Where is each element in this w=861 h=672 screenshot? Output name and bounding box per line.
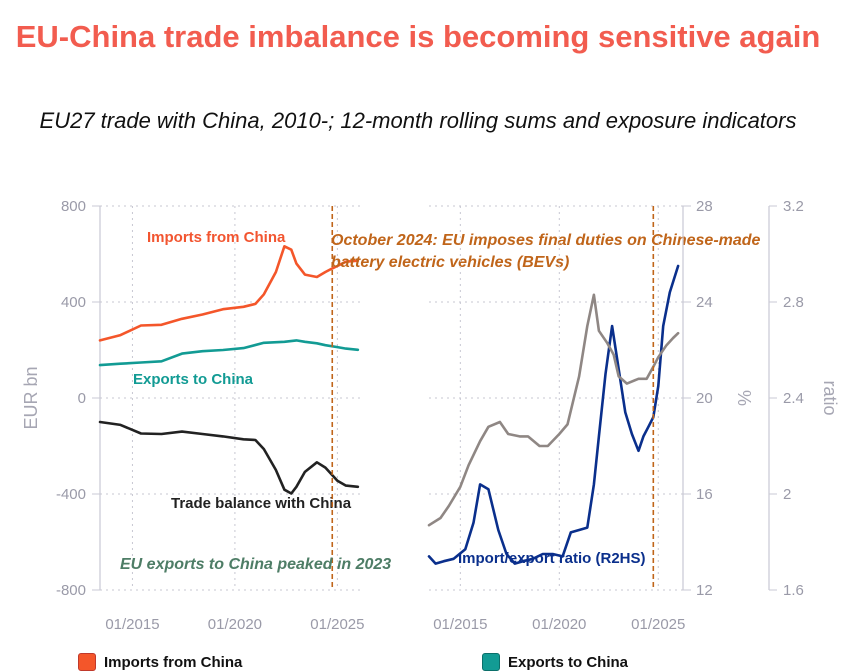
imports-line xyxy=(98,245,360,342)
y-right-tick-label: 1.6 xyxy=(783,582,804,599)
y-left-tick-label: 20 xyxy=(696,390,713,407)
x-tick-label: 01/2015 xyxy=(105,616,159,633)
y-left-tick-label: 12 xyxy=(696,582,713,599)
chart-title: EU-China trade imbalance is becoming sen… xyxy=(15,19,821,54)
y-left-tick-label: 28 xyxy=(696,198,713,215)
legend-swatch-exports xyxy=(482,653,500,671)
y-tick-label: -800 xyxy=(56,582,86,599)
y-tick-label: 800 xyxy=(61,198,86,215)
y-right-axis-title: ratio xyxy=(820,380,840,415)
ratio-line xyxy=(427,264,680,565)
peak-annotation: EU exports to China peaked in 2023 xyxy=(120,556,391,573)
x-tick-label: 01/2025 xyxy=(631,616,685,633)
y-right-tick-label: 2.4 xyxy=(783,390,804,407)
legend-item-exports[interactable]: Exports to China xyxy=(482,652,628,672)
exposure-line xyxy=(427,293,680,527)
y-tick-label: 400 xyxy=(61,294,86,311)
y-left-axis-title: % xyxy=(734,390,754,406)
exports-series-label: Exports to China xyxy=(133,371,254,388)
x-tick-label: 01/2020 xyxy=(532,616,586,633)
y-axis-title: EUR bn xyxy=(21,366,41,429)
imports-series-label: Imports from China xyxy=(147,229,286,246)
y-tick-label: 0 xyxy=(78,390,86,407)
event-annotation-line1: October 2024: EU imposes final duties on… xyxy=(331,232,761,249)
balance-series-label: Trade balance with China xyxy=(171,495,352,512)
x-tick-label: 01/2015 xyxy=(433,616,487,633)
y-left-tick-label: 24 xyxy=(696,294,713,311)
legend-swatch-imports xyxy=(78,653,96,671)
ratio-series-label: Import/export ratio (R2HS) xyxy=(458,550,646,567)
legend-label-imports: Imports from China xyxy=(104,653,243,671)
exports-line xyxy=(98,339,360,367)
y-right-tick-label: 2.8 xyxy=(783,294,804,311)
y-right-tick-label: 2 xyxy=(783,486,791,503)
legend-label-exports: Exports to China xyxy=(508,653,629,671)
event-annotation-line2: battery electric vehicles (BEVs) xyxy=(331,254,569,271)
y-left-tick-label: 16 xyxy=(696,486,713,503)
x-tick-label: 01/2020 xyxy=(208,616,262,633)
y-tick-label: -400 xyxy=(56,486,86,503)
balance-line xyxy=(98,420,360,495)
legend-item-imports[interactable]: Imports from China xyxy=(78,652,242,672)
y-right-tick-label: 3.2 xyxy=(783,198,804,215)
x-tick-label: 01/2025 xyxy=(310,616,364,633)
chart-subtitle: EU27 trade with China, 2010-; 12-month r… xyxy=(39,108,797,133)
